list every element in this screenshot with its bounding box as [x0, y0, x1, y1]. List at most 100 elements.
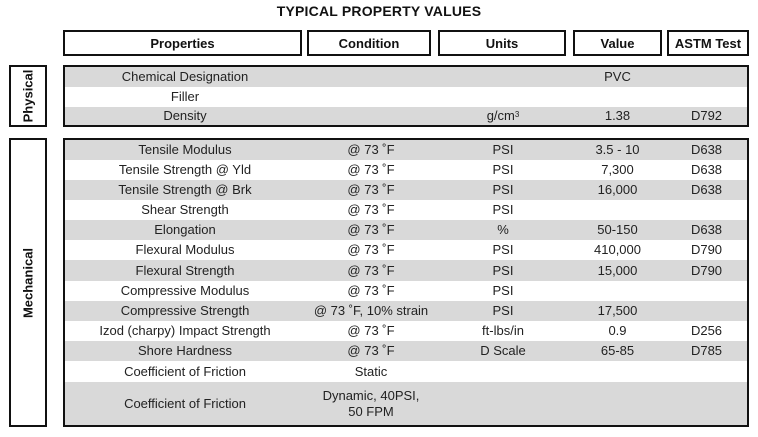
condition-cell: @ 73 ˚F	[305, 200, 437, 220]
value-cell-text: 0.9	[608, 323, 627, 339]
value-cell: 410,000	[569, 240, 666, 260]
value-cell-text: 7,300	[601, 162, 634, 178]
units-cell-text: PSI	[492, 162, 514, 178]
astm-cell-text: D638	[690, 222, 723, 238]
value-cell-text: 50-150	[597, 222, 638, 238]
value-cell: 16,000	[569, 180, 666, 200]
value-cell: 0.9	[569, 321, 666, 341]
units-cell: %	[437, 220, 569, 240]
property-cell: Tensile Strength @ Yld	[65, 160, 305, 180]
table-row: Compressive Strength @ 73 ˚F, 10% strain P…	[65, 301, 747, 321]
physical-section-label: Physical	[20, 69, 36, 123]
property-cell-text: Density	[163, 108, 207, 124]
property-cell-text: Flexural Modulus	[135, 242, 235, 258]
units-cell-text: %	[497, 222, 509, 238]
condition-cell: @ 73 ˚F, 10% strain	[305, 301, 437, 321]
physical-section-label-box: Physical	[9, 65, 47, 127]
table-row: Chemical Designation PVC	[65, 67, 747, 87]
condition-cell-text: @ 73 ˚F	[347, 343, 395, 359]
astm-cell-text: D790	[690, 262, 723, 278]
astm-cell	[666, 281, 747, 301]
units-cell: D Scale	[437, 341, 569, 361]
property-cell: Tensile Modulus	[65, 140, 305, 160]
property-cell: Coefficient of Friction	[65, 361, 305, 382]
units-cell: PSI	[437, 281, 569, 301]
condition-cell-text: @ 73 ˚F	[347, 222, 395, 238]
units-cell	[437, 361, 569, 382]
value-cell: 50-150	[569, 220, 666, 240]
units-cell	[437, 382, 569, 425]
property-cell-text: Coefficient of Friction	[124, 395, 246, 411]
header-units: Units	[438, 30, 566, 56]
value-cell: 1.38	[569, 107, 666, 125]
header-value: Value	[573, 30, 662, 56]
units-cell: g/cm 3	[437, 107, 569, 125]
value-cell-text: PVC	[604, 69, 631, 85]
astm-cell	[666, 301, 747, 321]
table-row: Compressive Modulus @ 73 ˚F PSI	[65, 281, 747, 301]
condition-cell	[305, 87, 437, 107]
condition-cell: @ 73 ˚F	[305, 341, 437, 361]
property-cell-text: Tensile Strength @ Brk	[118, 182, 252, 198]
astm-cell	[666, 67, 747, 87]
condition-cell-text: @ 73 ˚F	[347, 283, 395, 299]
table-row: Flexural Strength @ 73 ˚F PSI 15,000 D790	[65, 260, 747, 281]
table-row: Tensile Strength @ Yld @ 73 ˚F PSI 7,300 D63…	[65, 160, 747, 180]
value-cell-text: 3.5 - 10	[595, 142, 640, 158]
property-cell: Shear Strength	[65, 200, 305, 220]
mechanical-section-label-box: Mechanical	[9, 138, 47, 427]
units-cell-text: PSI	[492, 242, 514, 258]
value-cell-text: 16,000	[597, 182, 638, 198]
value-cell-text: 17,500	[597, 303, 638, 319]
property-cell-text: Shore Hardness	[138, 343, 232, 359]
condition-cell: Dynamic, 40PSI, 50 FPM	[305, 382, 437, 425]
property-cell: Density	[65, 107, 305, 125]
table-row: Tensile Modulus @ 73 ˚F PSI 3.5 - 10 D638	[65, 140, 747, 160]
units-cell-text: g/cm	[486, 108, 515, 124]
astm-cell	[666, 87, 747, 107]
condition-cell: @ 73 ˚F	[305, 220, 437, 240]
property-cell-text: Tensile Strength @ Yld	[118, 162, 252, 178]
table-row: Coefficient of Friction Dynamic, 40PSI, 5…	[65, 382, 747, 425]
condition-cell	[305, 67, 437, 87]
property-cell-text: Elongation	[154, 222, 216, 238]
physical-table: Chemical Designation PVC Filler Density g/cm…	[63, 65, 749, 127]
value-cell-text: 1.38	[604, 108, 631, 124]
value-cell: 65-85	[569, 341, 666, 361]
condition-cell: Static	[305, 361, 437, 382]
units-cell-text: ft-lbs/in	[482, 323, 524, 339]
property-cell-text: Coefficient of Friction	[124, 363, 246, 379]
units-cell-text: PSI	[492, 202, 514, 218]
units-cell: ft-lbs/in	[437, 321, 569, 341]
units-cell: PSI	[437, 160, 569, 180]
property-cell: Flexural Modulus	[65, 240, 305, 260]
astm-cell: D638	[666, 160, 747, 180]
astm-cell-text: D638	[690, 142, 723, 158]
astm-cell: D790	[666, 260, 747, 281]
property-cell-text: Tensile Modulus	[138, 142, 232, 158]
property-cell-text: Compressive Modulus	[120, 283, 250, 299]
value-cell-text: 15,000	[597, 262, 638, 278]
condition-cell: @ 73 ˚F	[305, 160, 437, 180]
units-cell: PSI	[437, 200, 569, 220]
table-row: Tensile Strength @ Brk @ 73 ˚F PSI 16,000 D6…	[65, 180, 747, 200]
condition-cell	[305, 107, 437, 125]
condition-cell-text: @ 73 ˚F	[347, 323, 395, 339]
units-cell-text: PSI	[492, 303, 514, 319]
table-row: Coefficient of Friction Static	[65, 361, 747, 382]
header-condition: Condition	[307, 30, 431, 56]
property-cell: Compressive Strength	[65, 301, 305, 321]
condition-cell-text: @ 73 ˚F	[347, 182, 395, 198]
condition-cell: @ 73 ˚F	[305, 321, 437, 341]
property-cell: Tensile Strength @ Brk	[65, 180, 305, 200]
astm-cell-text: D785	[690, 343, 723, 359]
value-cell	[569, 361, 666, 382]
property-cell: Compressive Modulus	[65, 281, 305, 301]
table-row: Flexural Modulus @ 73 ˚F PSI 410,000 D790	[65, 240, 747, 260]
value-cell: 17,500	[569, 301, 666, 321]
units-cell	[437, 87, 569, 107]
astm-cell	[666, 361, 747, 382]
units-superscript: 3	[514, 110, 520, 120]
value-cell-text: 410,000	[594, 242, 641, 258]
astm-cell: D792	[666, 107, 747, 125]
